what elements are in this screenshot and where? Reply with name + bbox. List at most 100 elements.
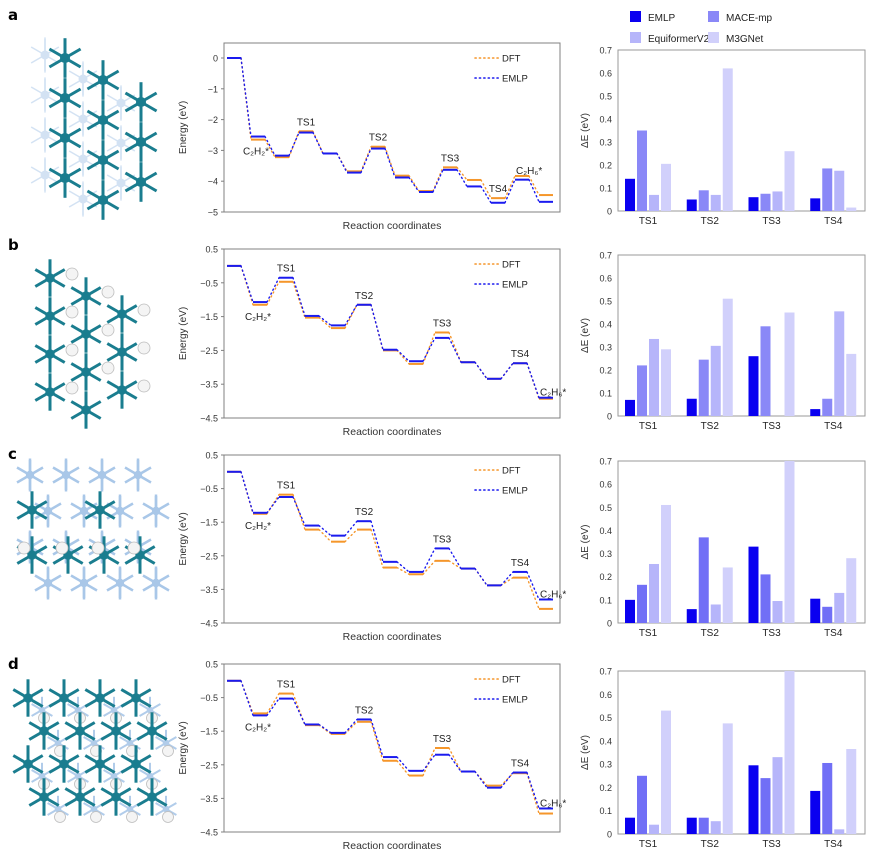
atom <box>59 92 71 104</box>
light-metal-atom <box>34 494 62 528</box>
metal-atom <box>12 745 44 783</box>
atom <box>110 772 118 780</box>
connector-dft <box>292 692 306 726</box>
bar-equiformerv2-ts4 <box>834 592 845 623</box>
atom <box>61 470 71 480</box>
atom <box>23 759 33 769</box>
atom <box>90 805 98 813</box>
bar-macemp-ts4 <box>822 168 833 211</box>
bar-macemp-ts3 <box>760 326 771 416</box>
annotation-ch: C₂H₆* <box>540 798 566 809</box>
legend-label-emlp: EMLP <box>502 280 528 291</box>
atom <box>115 578 125 588</box>
legend-label-equiformerv2: EquiformerV2 <box>648 34 710 45</box>
atom <box>95 505 105 515</box>
connector-emlp <box>500 771 514 789</box>
hydrogen-atom <box>137 379 151 393</box>
hydrogen-atom <box>127 541 141 555</box>
metal-atom <box>70 353 102 391</box>
y-tick-label: −0.5 <box>200 484 218 494</box>
atom <box>59 172 71 184</box>
x-tick-label: TS1 <box>639 628 658 639</box>
hydrogen-atom <box>17 541 31 555</box>
atom <box>147 792 157 802</box>
background-atom <box>68 101 98 137</box>
light-metal-atom <box>16 458 44 492</box>
connector-emlp <box>266 496 280 514</box>
y-tick-label: 0.3 <box>599 549 612 559</box>
bar-chart-legend: EMLP MACE-mp EquiformerV2 M3GNet <box>630 11 773 45</box>
y-tick-label: −4.5 <box>200 619 218 629</box>
atom <box>79 578 89 588</box>
annotation-ts4: TS4 <box>511 349 530 360</box>
y-tick-label: 0 <box>213 54 218 64</box>
connector-emlp <box>396 349 410 362</box>
plot-frame <box>617 254 866 417</box>
metal-atom <box>48 118 82 158</box>
y-tick-label: −3.5 <box>200 794 218 804</box>
atom <box>146 772 154 780</box>
connector-dft <box>318 724 332 735</box>
y-tick-label: −3.5 <box>200 585 218 595</box>
bar-macemp-ts1 <box>637 775 647 834</box>
light-metal-atom <box>142 566 170 600</box>
metal-atom <box>48 158 82 198</box>
x-tick-label: TS4 <box>824 839 843 850</box>
y-tick-label: 0.7 <box>599 457 612 467</box>
connector-emlp <box>500 362 514 380</box>
connector-emlp <box>474 770 488 789</box>
x-tick-label: TS3 <box>762 421 781 432</box>
connector-dft <box>318 316 332 329</box>
bar-emlp-ts3 <box>748 765 759 834</box>
bar-m3gnet-ts1 <box>661 349 671 416</box>
connector-dft <box>266 281 280 306</box>
y-tick-label: 0.1 <box>599 595 612 605</box>
atom <box>75 726 85 736</box>
atom <box>45 349 55 359</box>
y-tick-label: 0.5 <box>205 660 218 670</box>
atom <box>135 176 147 188</box>
metal-atom <box>120 745 152 783</box>
y-tick-label: 0.6 <box>599 690 612 700</box>
atom <box>78 74 88 84</box>
y-tick-label: −1.5 <box>200 312 218 322</box>
background-atom <box>68 61 98 97</box>
atom <box>97 470 107 480</box>
error-bar-charts: 0 0.1 0.2 0.3 0.4 0.5 0.6 0.7 ΔE (eV) TS1 TS2 TS3 TS… <box>580 46 866 850</box>
y-tick-label: −2 <box>208 115 218 125</box>
hydrogen-atom <box>162 811 174 823</box>
panel-label-a: a <box>8 6 19 24</box>
bar-equiformerv2-ts2 <box>710 604 721 623</box>
annotation-ts1: TS1 <box>277 680 296 691</box>
bar-macemp-ts1 <box>637 365 647 416</box>
bar-equiformerv2-ts3 <box>772 191 783 211</box>
connector-emlp <box>318 723 332 734</box>
connector-emlp <box>396 756 410 772</box>
background-atom <box>30 117 60 153</box>
atom <box>59 132 71 144</box>
y-tick-label: 0.5 <box>599 713 612 723</box>
bar-equiformerv2-ts2 <box>710 194 721 211</box>
atom <box>151 506 161 516</box>
atom <box>59 693 69 703</box>
bar-emlp-ts1 <box>625 178 635 211</box>
y-tick-label: −0.5 <box>200 278 218 288</box>
connector-dft <box>318 528 332 543</box>
bar-equiformerv2-ts4 <box>834 311 845 416</box>
background-atom <box>106 125 136 161</box>
metal-atom <box>120 679 152 717</box>
y-tick-label: 0.7 <box>599 46 612 56</box>
atom <box>40 170 50 180</box>
annotation-ts3: TS3 <box>433 318 452 329</box>
atom <box>111 792 121 802</box>
y-tick-label: 0 <box>607 412 612 422</box>
y-tick-label: 0.2 <box>599 783 612 793</box>
bar-equiformerv2-ts4 <box>834 170 845 211</box>
connector-emlp <box>526 771 540 810</box>
bar-emlp-ts1 <box>625 817 635 834</box>
y-tick-label: −1.5 <box>200 518 218 528</box>
atom <box>40 50 50 60</box>
y-tick-label: −3.5 <box>200 380 218 390</box>
connector-dft <box>408 174 420 192</box>
